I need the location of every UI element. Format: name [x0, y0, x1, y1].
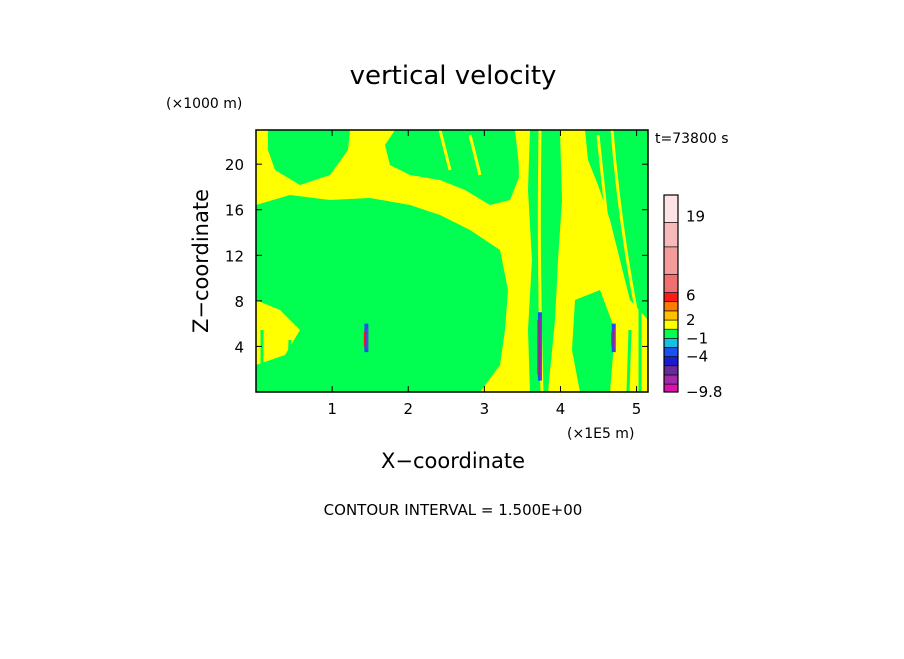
colorbar-tick-label: −9.8: [686, 383, 722, 401]
colorbar-band: [663, 222, 679, 248]
contour-region-neutral: [528, 130, 562, 392]
colorbar-band: [663, 310, 679, 321]
colorbar-band: [663, 273, 679, 293]
colorbar-band: [663, 356, 679, 367]
contour-stripe: [374, 329, 380, 392]
colorbar-band: [663, 292, 679, 303]
contour-stripe: [518, 130, 524, 392]
contour-region-neutral: [268, 130, 350, 185]
colorbar: 19 6 2−1−4 −9.8: [663, 194, 722, 401]
contour-stripe: [438, 130, 452, 171]
colorbar-band: [663, 383, 679, 393]
y-unit-label: (×1000 m): [166, 96, 242, 112]
colorbar-frame: [663, 194, 679, 393]
time-label: t=73800 s: [655, 131, 729, 147]
contour-stripe: [286, 339, 292, 392]
contour-interval-label: CONTOUR INTERVAL = 1.500E+00: [324, 501, 583, 519]
y-tick-label: 16: [225, 202, 244, 220]
contour-stripe: [468, 134, 482, 176]
y-tick-label: 4: [234, 338, 244, 356]
contour-stripe: [316, 329, 324, 392]
colorbar-band: [663, 246, 679, 275]
colorbar-band: [663, 374, 679, 385]
colorbar-tick-label: −1: [686, 329, 708, 347]
colorbar-band: [663, 319, 679, 330]
x-unit-label: (×1E5 m): [567, 426, 634, 442]
colorbar-tick-label: 2: [686, 311, 696, 329]
contour-stripe: [563, 130, 572, 392]
colorbar-band: [663, 328, 679, 339]
plot-frame: [255, 129, 649, 393]
contour-stripe: [596, 134, 627, 392]
colorbar-tick-label: −4: [686, 348, 708, 366]
x-tick-label: 4: [556, 400, 566, 418]
x-tick-label: 1: [327, 400, 337, 418]
x-tick-label: 3: [480, 400, 490, 418]
chart-title: vertical velocity: [350, 61, 557, 91]
contour-region-neutral: [585, 130, 648, 320]
colorbar-band: [663, 365, 679, 376]
y-tick-label: 20: [225, 156, 244, 174]
contour-region-neutral: [572, 290, 615, 392]
colorbar-band: [663, 194, 679, 223]
colorbar-band: [663, 347, 679, 357]
contour-stripe: [626, 329, 632, 392]
colorbar-tick-label: 6: [686, 287, 696, 305]
y-axis-label: Z−coordinate: [189, 189, 213, 333]
x-tick-label: 5: [632, 400, 642, 418]
y-tick-label: 12: [225, 247, 244, 265]
x-tick-label: 2: [403, 400, 413, 418]
y-tick-label: 8: [234, 293, 244, 311]
colorbar-band: [663, 338, 679, 348]
colorbar-band: [663, 301, 679, 312]
contour-region-neutral: [385, 130, 520, 205]
contour-stripe: [610, 130, 642, 331]
colorbar-tick-label: 19: [686, 207, 705, 225]
x-axis-label: X−coordinate: [381, 449, 525, 473]
